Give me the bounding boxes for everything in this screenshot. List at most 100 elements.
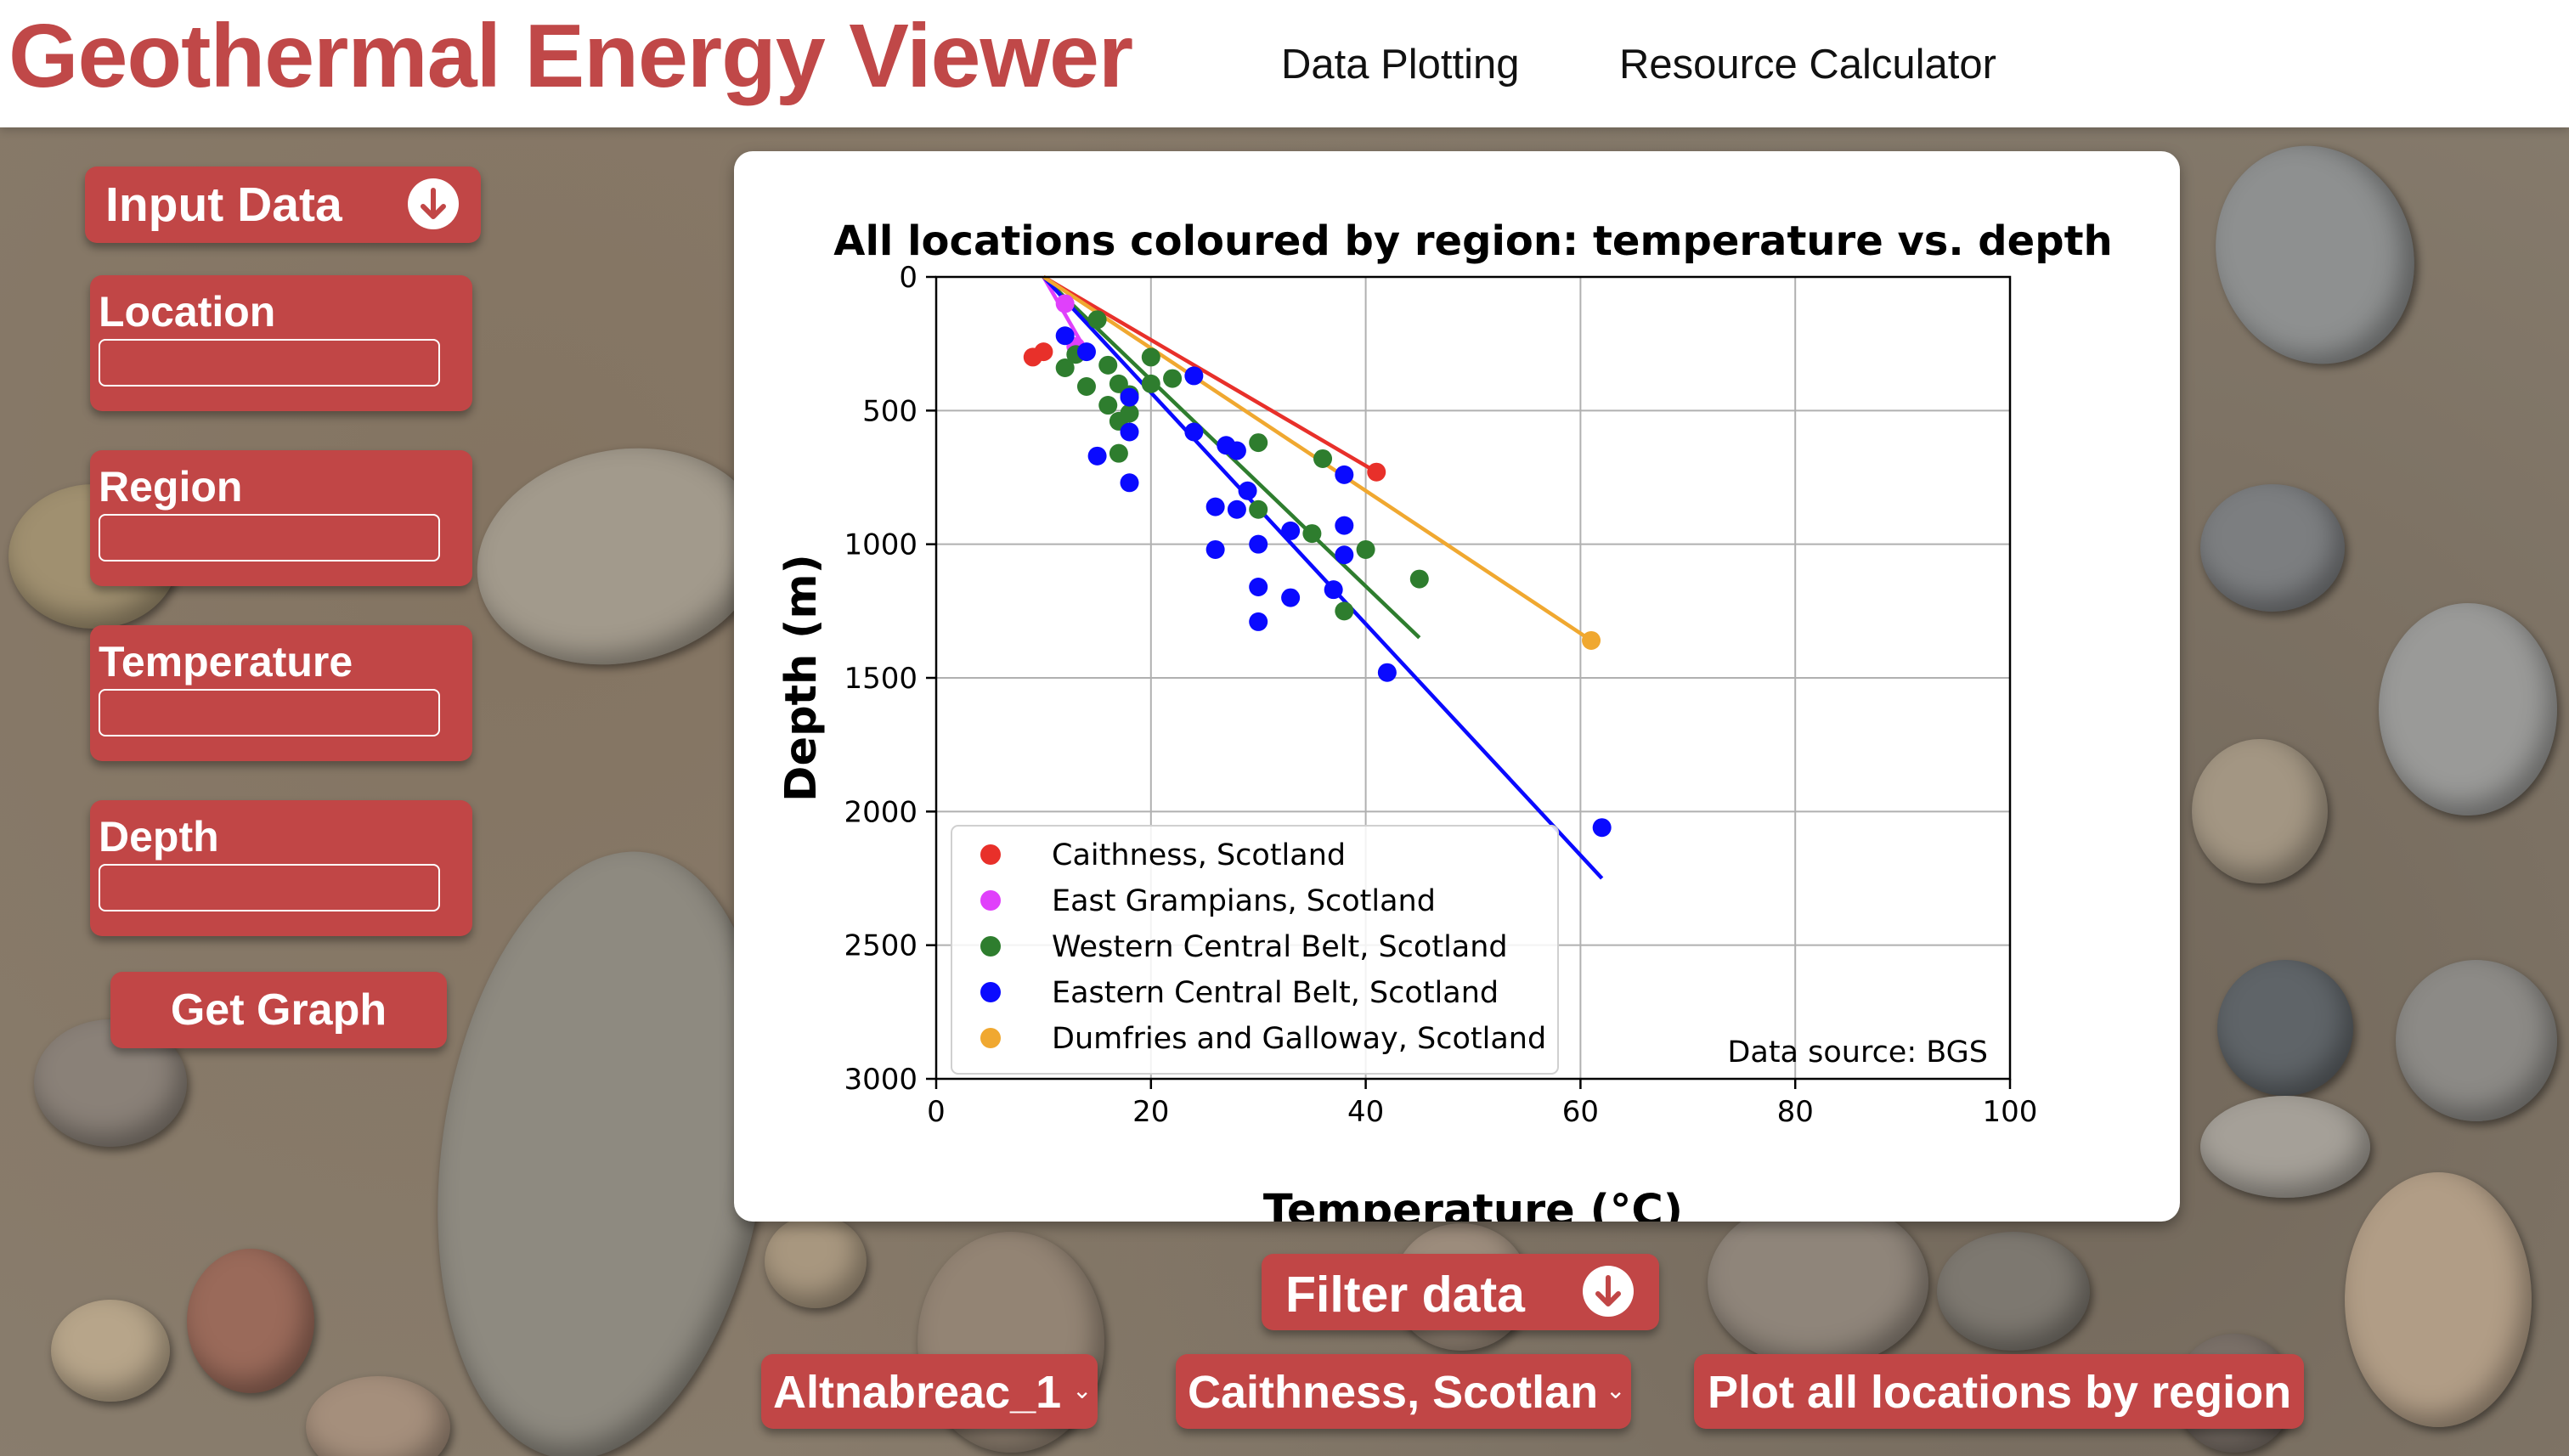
x-tick-label: 0 — [927, 1095, 946, 1129]
data-point — [1335, 516, 1354, 535]
app-header: Geothermal Energy Viewer Data Plotting R… — [0, 0, 2569, 127]
data-point — [1076, 377, 1096, 397]
legend-box — [951, 825, 1559, 1075]
plot-frame — [934, 275, 2012, 1081]
filter-data-toggle[interactable]: Filter data — [1262, 1254, 1659, 1330]
legend-label: Western Central Belt, Scotland — [1052, 930, 1508, 964]
data-point — [1409, 569, 1429, 589]
data-point — [1356, 539, 1375, 559]
data-point — [1302, 524, 1322, 544]
legend-label: Eastern Central Belt, Scotland — [1052, 976, 1499, 1010]
data-point — [1055, 294, 1075, 313]
input-data-label: Input Data — [105, 178, 342, 232]
legend-label: Dumfries and Galloway, Scotland — [1052, 1022, 1546, 1056]
region-input[interactable] — [99, 514, 440, 562]
location-label: Location — [99, 288, 276, 336]
data-point — [1582, 630, 1601, 650]
trendline — [1042, 275, 1378, 474]
data-point — [1120, 473, 1139, 493]
depth-field-group: Depth — [90, 800, 472, 936]
data-point — [1055, 358, 1075, 377]
chart-title: All locations coloured by region: temper… — [833, 217, 2112, 265]
location-field-group: Location — [90, 275, 472, 411]
data-point — [1249, 433, 1268, 453]
data-point — [1205, 497, 1225, 516]
data-point — [1076, 342, 1096, 362]
location-input[interactable] — [99, 339, 440, 387]
data-point — [1184, 366, 1204, 386]
data-point — [1249, 612, 1268, 631]
depth-input[interactable] — [99, 864, 440, 911]
y-tick-label: 3000 — [844, 1063, 918, 1097]
trendline — [1042, 275, 1604, 880]
legend-marker — [980, 844, 1001, 865]
region-select[interactable]: Caithness, Scotlan ⌄ — [1176, 1354, 1631, 1429]
data-point — [1034, 342, 1053, 362]
y-tick-label: 0 — [899, 261, 918, 295]
data-point — [1324, 580, 1343, 600]
legend-label: Caithness, Scotland — [1052, 838, 1346, 872]
temperature-label: Temperature — [99, 638, 353, 686]
temperature-field-group: Temperature — [90, 625, 472, 761]
depth-label: Depth — [99, 813, 219, 861]
data-source-annotation: Data source: BGS — [1727, 1036, 1988, 1069]
data-point — [1335, 545, 1354, 565]
legend-marker — [980, 890, 1001, 911]
legend-marker — [980, 982, 1001, 1002]
chevron-down-icon: ⌄ — [1606, 1376, 1626, 1404]
data-point — [1163, 369, 1183, 388]
data-point — [1227, 499, 1246, 519]
x-tick-label: 100 — [1983, 1095, 2038, 1129]
data-point — [1592, 818, 1612, 838]
chevron-down-circle-icon — [1583, 1266, 1634, 1317]
plot-all-label: Plot all locations by region — [1708, 1367, 2292, 1418]
region-select-value: Caithness, Scotlan — [1188, 1367, 1599, 1418]
x-tick-label: 80 — [1777, 1095, 1814, 1129]
temperature-input[interactable] — [99, 689, 440, 736]
legend-marker — [980, 936, 1001, 957]
region-field-group: Region — [90, 450, 472, 586]
data-point — [1281, 521, 1301, 540]
data-point — [1120, 422, 1139, 442]
legend-label: East Grampians, Scotland — [1052, 884, 1436, 918]
data-point — [1055, 326, 1075, 346]
nav-resource-calculator[interactable]: Resource Calculator — [1619, 42, 1996, 87]
chevron-down-circle-icon — [408, 178, 459, 229]
y-tick-label: 500 — [862, 394, 918, 428]
data-point — [1249, 499, 1268, 519]
y-axis-label: Depth (m) — [776, 554, 827, 802]
y-tick-label: 1000 — [844, 528, 918, 562]
x-tick-label: 60 — [1562, 1095, 1599, 1129]
data-point — [1087, 310, 1107, 330]
get-graph-button[interactable]: Get Graph — [110, 972, 447, 1048]
y-tick-label: 2000 — [844, 795, 918, 829]
data-point — [1335, 601, 1354, 621]
filter-data-label: Filter data — [1285, 1267, 1525, 1323]
data-point — [1098, 355, 1118, 375]
data-point — [1120, 387, 1139, 407]
plot-all-locations-button[interactable]: Plot all locations by region — [1694, 1354, 2304, 1429]
data-point — [1205, 539, 1225, 559]
data-point — [1377, 663, 1397, 682]
chart-card: 0 20 40 60 80 100 0 500 1000 1500 2000 2500 3000 Cai… — [734, 151, 2180, 1222]
x-tick-label: 40 — [1347, 1095, 1384, 1129]
legend-marker — [980, 1028, 1001, 1048]
data-point — [1313, 449, 1333, 468]
nav-data-plotting[interactable]: Data Plotting — [1281, 42, 1520, 87]
data-point — [1184, 422, 1204, 442]
data-point — [1367, 462, 1386, 482]
data-point — [1227, 441, 1246, 460]
x-tick-label: 20 — [1132, 1095, 1169, 1129]
data-point — [1109, 443, 1128, 463]
data-point — [1141, 374, 1160, 393]
chevron-down-icon: ⌄ — [1072, 1376, 1093, 1404]
region-label: Region — [99, 463, 243, 511]
data-point — [1335, 465, 1354, 484]
data-point — [1098, 396, 1118, 415]
y-tick-label: 1500 — [844, 662, 918, 696]
y-tick-label: 2500 — [844, 929, 918, 963]
x-axis-label: Temperature (°C) — [1263, 1186, 1683, 1222]
location-select[interactable]: Altnabreac_1 ⌄ — [761, 1354, 1098, 1429]
input-data-toggle[interactable]: Input Data — [85, 166, 481, 243]
